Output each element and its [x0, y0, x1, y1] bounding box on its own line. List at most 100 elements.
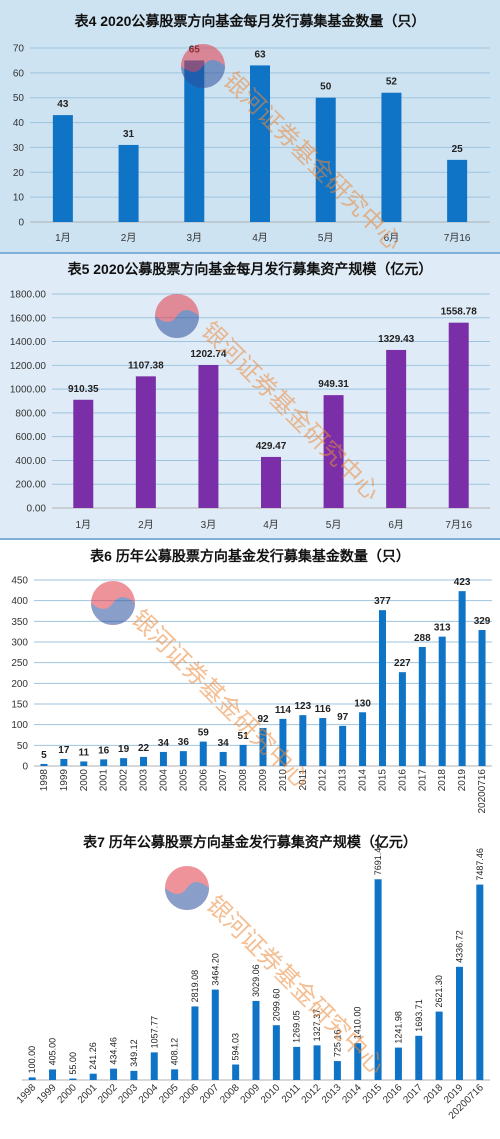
data-label: 25: [452, 144, 464, 155]
x-tick-label: 2006: [178, 1082, 202, 1106]
data-label: 50: [320, 82, 332, 93]
chart-panel-monthly-count: 表4 2020公募股票方向基金每月发行募集基金数量（只） 0 10 20 30 40 50 6…: [0, 0, 500, 254]
bar: [80, 761, 88, 766]
data-label: 4336.72: [454, 930, 464, 963]
watermark-text: 银河证券基金研究中心: [196, 317, 385, 506]
watermark-logo-wave-icon: [181, 60, 225, 88]
y-tick-label: 800.00: [15, 408, 46, 419]
data-label: 31: [123, 129, 135, 140]
data-label: 377: [374, 596, 391, 607]
x-tick-label: 2000: [79, 769, 90, 792]
chart-panel-yearly-count: 表6 历年公募股票方向基金发行募集基金数量（只） 0 50 100 150 200 250 3…: [0, 540, 500, 826]
x-tick-label: 2009: [239, 1082, 263, 1106]
data-label: 22: [138, 743, 150, 754]
data-label: 16: [98, 745, 110, 756]
y-tick-label: 1000.00: [10, 385, 47, 396]
data-label: 2621.30: [434, 975, 444, 1008]
data-label: 114: [275, 705, 292, 716]
data-label: 59: [198, 728, 210, 739]
data-label: 43: [57, 99, 69, 110]
y-tick-label: 400.00: [15, 456, 46, 467]
bar: [179, 751, 187, 766]
bar: [150, 1052, 158, 1080]
bar: [359, 712, 367, 766]
x-tick-label: 4月: [263, 519, 279, 531]
bar: [40, 763, 48, 766]
data-label: 1410.00: [353, 1007, 363, 1040]
bar: [381, 92, 402, 222]
bar: [374, 879, 382, 1080]
x-tick-label: 20200716: [477, 769, 488, 814]
x-tick-label: 2010: [278, 769, 289, 792]
panel-divider: [0, 252, 500, 255]
y-tick-label: 0: [18, 218, 24, 229]
chart-monthly-count: 表4 2020公募股票方向基金每月发行募集基金数量（只） 0 10 20 30 40 50 6…: [13, 13, 490, 254]
bar: [259, 727, 267, 766]
x-tick-label: 2014: [358, 769, 369, 792]
data-label: 52: [386, 77, 398, 88]
x-tick-label: 2008: [238, 769, 249, 792]
data-label: 288: [414, 633, 431, 644]
y-tick-label: 10: [13, 193, 25, 204]
bar: [279, 718, 287, 766]
chart-yearly-count: 表6 历年公募股票方向基金发行募集基金数量（只） 0 50 100 150 200 250 3…: [11, 548, 492, 814]
bar: [211, 989, 219, 1080]
data-label: 594.03: [231, 1033, 241, 1061]
bar: [458, 591, 466, 766]
chart-title: 表5 2020公募股票方向基金每月发行募集资产规模（亿元）: [67, 261, 433, 277]
data-label: 408.12: [170, 1038, 180, 1066]
data-label: 949.31: [318, 379, 349, 390]
y-tick-label: 250: [11, 658, 28, 669]
y-tick-label: 200: [11, 679, 28, 690]
data-label: 5: [41, 750, 47, 761]
y-tick-label: 1200.00: [10, 361, 47, 372]
x-tick-label: 6月: [384, 232, 400, 244]
data-label: 7691.44: [373, 843, 383, 876]
x-tick-label: 2004: [158, 769, 169, 792]
bar: [52, 115, 73, 222]
bar: [313, 1045, 321, 1080]
y-tick-label: 1400.00: [10, 337, 47, 348]
x-tick-label: 7月16: [444, 232, 471, 244]
y-tick-label: 70: [13, 44, 25, 55]
x-tick-label: 2002: [96, 1082, 120, 1106]
x-tick-label: 2018: [422, 1082, 446, 1106]
data-label: 1241.98: [393, 1011, 403, 1044]
bar: [100, 759, 108, 766]
bar: [272, 1025, 280, 1080]
x-tick-label: 2005: [178, 769, 189, 792]
bar: [333, 1061, 341, 1080]
data-label: 1327.37: [312, 1009, 322, 1042]
data-label: 1329.43: [378, 334, 415, 345]
chart-panel-yearly-assets: 表7 历年公募股票方向基金发行募集资产规模（亿元） 100.00 1998 405.0…: [0, 826, 500, 1139]
data-label: 725.16: [332, 1030, 342, 1058]
x-tick-label: 2016: [381, 1082, 405, 1106]
y-tick-label: 100: [11, 720, 28, 731]
x-tick-label: 7月16: [445, 519, 472, 531]
data-label: 434.46: [109, 1037, 119, 1065]
data-label: 3029.06: [251, 964, 261, 997]
bar: [398, 672, 406, 766]
bar: [73, 399, 94, 508]
data-label: 11: [78, 747, 89, 758]
x-tick-label: 2015: [377, 769, 388, 792]
data-label: 1558.78: [441, 307, 478, 318]
chart-monthly-assets: 表5 2020公募股票方向基金每月发行募集资产规模（亿元） 0.00 200.00 4…: [10, 261, 490, 531]
y-tick-label: 1800.00: [10, 290, 47, 301]
x-tick-label: 2017: [417, 769, 428, 792]
bar: [191, 1006, 199, 1080]
x-tick-label: 2002: [119, 769, 130, 792]
chart-panel-monthly-assets: 表5 2020公募股票方向基金每月发行募集资产规模（亿元） 0.00 200.00 4…: [0, 254, 500, 540]
bar: [315, 97, 336, 222]
bar: [239, 744, 247, 766]
bar: [184, 60, 205, 222]
chart-title: 表7 历年公募股票方向基金发行募集资产规模（亿元）: [82, 834, 417, 850]
x-tick-label: 1998: [39, 769, 50, 792]
bar: [140, 756, 148, 766]
bar: [199, 741, 207, 766]
data-label: 7487.46: [475, 848, 485, 881]
data-label: 2819.08: [190, 970, 200, 1003]
y-tick-label: 400: [11, 596, 28, 607]
x-tick-label: 2018: [437, 769, 448, 792]
x-tick-label: 2014: [340, 1082, 364, 1106]
